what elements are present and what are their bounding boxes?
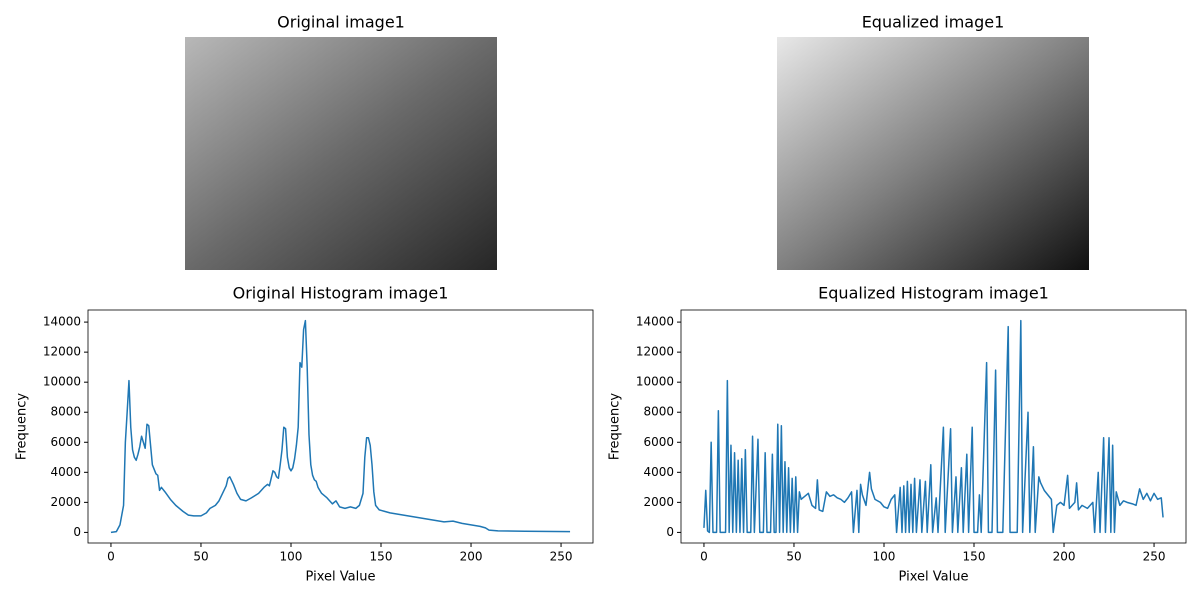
y-tick-label: 10000 <box>43 375 81 389</box>
y-tick-label: 14000 <box>636 315 674 329</box>
y-tick-label: 8000 <box>643 405 674 419</box>
y-tick-label: 6000 <box>50 435 81 449</box>
y-tick-label: 4000 <box>50 465 81 479</box>
image-title: Original image1 <box>277 13 405 32</box>
x-tick-label: 150 <box>963 550 986 564</box>
image-title: Equalized image1 <box>862 13 1005 32</box>
x-tick-label: 200 <box>1053 550 1076 564</box>
x-tick-label: 100 <box>280 550 303 564</box>
y-tick-label: 2000 <box>50 495 81 509</box>
x-tick-label: 200 <box>460 550 483 564</box>
x-tick-label: 150 <box>370 550 393 564</box>
y-tick-label: 14000 <box>43 315 81 329</box>
y-tick-label: 10000 <box>636 375 674 389</box>
x-axis-label: Pixel Value <box>899 570 969 585</box>
histogram-line <box>110 319 571 534</box>
chart-title: Original Histogram image1 <box>233 284 449 303</box>
y-tick-label: 4000 <box>643 465 674 479</box>
y-tick-label: 8000 <box>50 405 81 419</box>
y-tick-label: 0 <box>666 525 674 539</box>
image <box>185 37 497 270</box>
x-tick-label: 250 <box>550 550 573 564</box>
axes-frame <box>680 309 1187 544</box>
y-tick-label: 6000 <box>643 435 674 449</box>
x-axis-label: Pixel Value <box>306 570 376 585</box>
y-tick-label: 2000 <box>643 495 674 509</box>
y-tick-label: 0 <box>73 525 81 539</box>
y-axis-label: Frequency <box>608 393 623 460</box>
chart-title: Equalized Histogram image1 <box>818 284 1049 303</box>
axes-frame <box>87 309 594 544</box>
x-tick-label: 0 <box>700 550 708 564</box>
y-tick-label: 12000 <box>43 345 81 359</box>
x-tick-label: 50 <box>786 550 801 564</box>
histogram-line <box>703 319 1164 534</box>
x-tick-label: 100 <box>873 550 896 564</box>
x-tick-label: 250 <box>1143 550 1166 564</box>
y-axis-label: Frequency <box>15 393 30 460</box>
x-tick-label: 50 <box>193 550 208 564</box>
x-tick-label: 0 <box>107 550 115 564</box>
y-tick-label: 12000 <box>636 345 674 359</box>
image <box>777 37 1089 270</box>
